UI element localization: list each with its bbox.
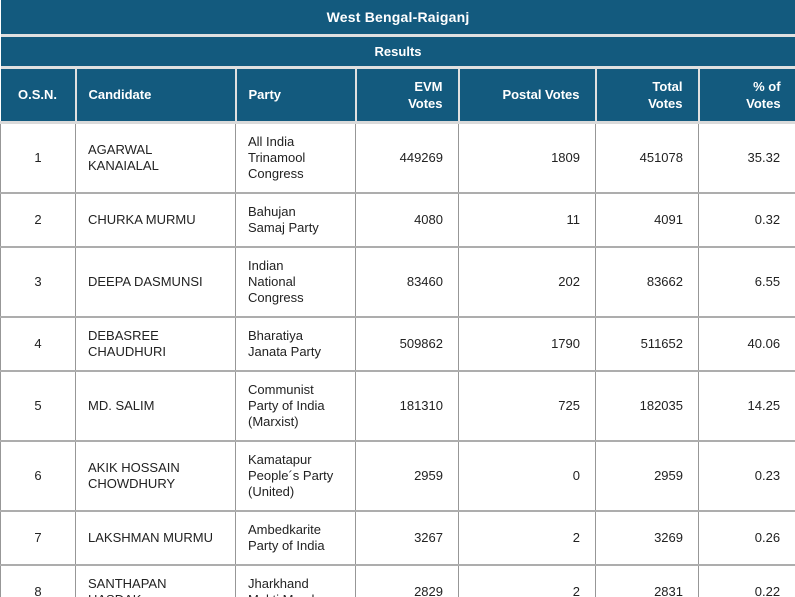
postal-votes-cell: 2: [458, 510, 596, 566]
column-header-candidate: Candidate: [74, 67, 237, 124]
table-row: 3 DEEPA DASMUNSI Indian National Congres…: [0, 246, 795, 318]
candidate-cell: AKIK HOSSAIN CHOWDHURY: [75, 440, 236, 512]
total-votes-cell: 451078: [595, 122, 699, 194]
party-cell: Bahujan Samaj Party: [235, 192, 356, 248]
column-header-total-votes: Total Votes: [594, 67, 700, 124]
postal-votes-cell: 1809: [458, 122, 596, 194]
results-tbody: 1 AGARWAL KANAIALAL All India Trinamool …: [0, 122, 795, 597]
column-header-postal-votes: Postal Votes: [457, 67, 597, 124]
candidate-cell: SANTHAPAN HASDAK: [75, 564, 236, 597]
table-row: 8 SANTHAPAN HASDAK Jharkhand Mukti Morch…: [0, 564, 795, 597]
evm-votes-cell: 2829: [355, 564, 459, 597]
candidate-cell: AGARWAL KANAIALAL: [75, 122, 236, 194]
candidate-cell: CHURKA MURMU: [75, 192, 236, 248]
column-header-osn: O.S.N.: [0, 67, 77, 124]
total-votes-cell: 182035: [595, 370, 699, 442]
postal-votes-cell: 1790: [458, 316, 596, 372]
postal-votes-cell: 202: [458, 246, 596, 318]
osn-cell: 2: [0, 192, 76, 248]
pct-votes-cell: 0.22: [697, 564, 795, 597]
column-header-evm-votes: EVM Votes: [354, 67, 460, 124]
total-votes-cell: 83662: [595, 246, 699, 318]
pct-votes-cell: 0.26: [697, 510, 795, 566]
osn-cell: 7: [0, 510, 76, 566]
results-banner-row: Results: [0, 35, 795, 69]
candidate-cell: LAKSHMAN MURMU: [75, 510, 236, 566]
total-votes-cell: 3269: [595, 510, 699, 566]
table-row: 6 AKIK HOSSAIN CHOWDHURY Kamatapur Peopl…: [0, 440, 795, 512]
table-row: 7 LAKSHMAN MURMU Ambedkarite Party of In…: [0, 510, 795, 566]
postal-votes-cell: 2: [458, 564, 596, 597]
evm-votes-cell: 509862: [355, 316, 459, 372]
evm-votes-cell: 181310: [355, 370, 459, 442]
candidate-cell: MD. SALIM: [75, 370, 236, 442]
postal-votes-cell: 0: [458, 440, 596, 512]
osn-cell: 5: [0, 370, 76, 442]
evm-votes-cell: 2959: [355, 440, 459, 512]
candidate-cell: DEEPA DASMUNSI: [75, 246, 236, 318]
evm-votes-cell: 3267: [355, 510, 459, 566]
pct-votes-cell: 0.32: [697, 192, 795, 248]
pct-votes-cell: 0.23: [697, 440, 795, 512]
column-header-party: Party: [234, 67, 357, 124]
column-header-pct-votes: % of Votes: [697, 67, 795, 124]
title-bar: West Bengal-Raiganj: [0, 0, 795, 37]
pct-votes-cell: 14.25: [697, 370, 795, 442]
total-votes-cell: 511652: [595, 316, 699, 372]
page-title: West Bengal-Raiganj: [0, 0, 795, 37]
pct-votes-cell: 40.06: [697, 316, 795, 372]
postal-votes-cell: 725: [458, 370, 596, 442]
total-votes-cell: 4091: [595, 192, 699, 248]
total-votes-cell: 2831: [595, 564, 699, 597]
candidate-cell: DEBASREE CHAUDHURI: [75, 316, 236, 372]
party-cell: Jharkhand Mukti Morcha: [235, 564, 356, 597]
evm-votes-cell: 4080: [355, 192, 459, 248]
osn-cell: 1: [0, 122, 76, 194]
pct-votes-cell: 35.32: [697, 122, 795, 194]
column-header-row: O.S.N. Candidate Party EVM Votes Postal …: [0, 67, 795, 124]
total-votes-cell: 2959: [595, 440, 699, 512]
evm-votes-cell: 449269: [355, 122, 459, 194]
party-cell: Communist Party of India (Marxist): [235, 370, 356, 442]
party-cell: Indian National Congress: [235, 246, 356, 318]
evm-votes-cell: 83460: [355, 246, 459, 318]
table-row: 4 DEBASREE CHAUDHURI Bharatiya Janata Pa…: [0, 316, 795, 372]
party-cell: All India Trinamool Congress: [235, 122, 356, 194]
pct-votes-cell: 6.55: [697, 246, 795, 318]
osn-cell: 6: [0, 440, 76, 512]
party-cell: Bharatiya Janata Party: [235, 316, 356, 372]
osn-cell: 3: [0, 246, 76, 318]
table-row: 2 CHURKA MURMU Bahujan Samaj Party 4080 …: [0, 192, 795, 248]
party-cell: Kamatapur People´s Party (United): [235, 440, 356, 512]
table-row: 5 MD. SALIM Communist Party of India (Ma…: [0, 370, 795, 442]
osn-cell: 8: [0, 564, 76, 597]
osn-cell: 4: [0, 316, 76, 372]
postal-votes-cell: 11: [458, 192, 596, 248]
party-cell: Ambedkarite Party of India: [235, 510, 356, 566]
results-banner: Results: [0, 35, 795, 69]
table-row: 1 AGARWAL KANAIALAL All India Trinamool …: [0, 122, 795, 194]
